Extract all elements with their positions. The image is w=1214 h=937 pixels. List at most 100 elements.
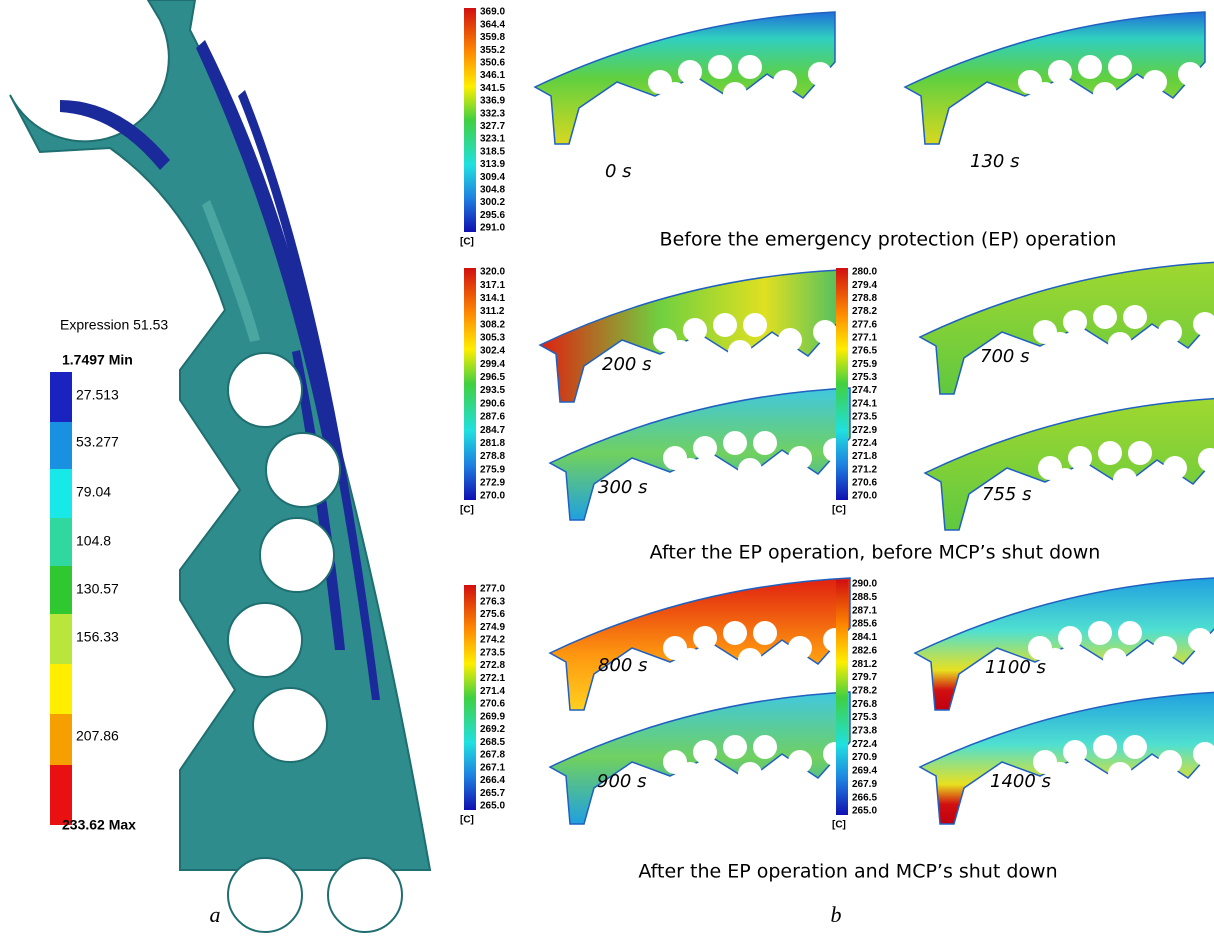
snapshot: 0 s — [533, 11, 836, 182]
channel — [693, 626, 717, 650]
colorbar-tick: 308.2 — [480, 319, 505, 330]
colorbar-tick: 276.3 — [480, 596, 505, 607]
colorbar-tick: 291.0 — [480, 223, 505, 234]
colorbar-tick: 266.5 — [852, 792, 877, 803]
channel — [1103, 648, 1127, 672]
colorbar-tick: 266.4 — [480, 775, 505, 786]
colorbar-tick: 271.4 — [480, 686, 505, 697]
legend-level: 207.86 — [76, 728, 119, 744]
channel — [723, 735, 747, 759]
colorbar-tick: 276.5 — [852, 346, 877, 357]
channel — [1128, 441, 1152, 465]
colorbar-tick: 270.6 — [852, 477, 877, 488]
colorbar-tick: 311.2 — [480, 306, 505, 317]
time-label: 300 s — [598, 477, 647, 498]
colorbar-tick: 285.6 — [852, 619, 877, 630]
channel — [1123, 305, 1147, 329]
panel-label: b — [831, 902, 842, 927]
colorbar-tick: 271.2 — [852, 464, 877, 475]
channel — [1163, 456, 1187, 480]
colorbar-unit: [C] — [832, 820, 846, 831]
channel — [1048, 332, 1072, 356]
snapshot: 800 s — [548, 577, 851, 711]
legend-level: 104.8 — [76, 533, 111, 549]
snapshot: 300 s — [548, 387, 851, 521]
channel — [678, 762, 702, 786]
panel-label: a — [210, 902, 221, 927]
caption: After the EP operation and MCP’s shut do… — [638, 861, 1057, 883]
colorbar-tick: 270.0 — [852, 491, 877, 502]
channel — [788, 636, 812, 660]
colorbar-tick: 295.6 — [480, 210, 505, 221]
channel — [1158, 320, 1182, 344]
channel — [753, 735, 777, 759]
snapshot: 700 s — [918, 261, 1214, 395]
colorbar-tick: 288.5 — [852, 592, 877, 603]
channel — [1108, 762, 1132, 786]
colorbar-tick: 274.9 — [480, 622, 505, 633]
channel — [753, 431, 777, 455]
channel — [708, 55, 732, 79]
channel — [1063, 310, 1087, 334]
colorbar-tick: 272.9 — [852, 425, 877, 436]
colorbar — [464, 8, 476, 232]
colorbar-tick: 270.6 — [480, 699, 505, 710]
channel — [743, 313, 767, 337]
channel — [1178, 62, 1202, 86]
colorbar-tick: 269.9 — [480, 711, 505, 722]
colorbar-tick: 272.1 — [480, 673, 505, 684]
colorbar-tick: 281.8 — [480, 438, 505, 449]
colorbar-tick: 287.1 — [852, 605, 877, 616]
caption: After the EP operation, before MCP’s shu… — [650, 542, 1101, 564]
colorbar-tick: 272.4 — [852, 739, 877, 750]
channel — [663, 82, 687, 106]
colorbar-unit: [C] — [460, 505, 474, 516]
legend-level: 53.277 — [76, 434, 119, 450]
colorbar-tick: 267.8 — [480, 750, 505, 761]
colorbar-tick: 277.6 — [852, 319, 877, 330]
colorbar-tick: 364.4 — [480, 19, 505, 30]
colorbar-tick: 275.9 — [480, 464, 505, 475]
colorbar-tick: 341.5 — [480, 83, 505, 94]
channel — [1093, 82, 1117, 106]
channel — [1153, 636, 1177, 660]
legend-level: 27.513 — [76, 387, 119, 403]
channel — [753, 621, 777, 645]
colorbar-tick: 275.6 — [480, 609, 505, 620]
colorbar-tick: 314.1 — [480, 293, 505, 304]
channel — [788, 750, 812, 774]
colorbar-tick: 278.8 — [852, 293, 877, 304]
channel — [738, 458, 762, 482]
colorbar-tick: 299.4 — [480, 359, 505, 370]
channel — [693, 436, 717, 460]
channel — [773, 70, 797, 94]
colorbar-tick: 269.2 — [480, 724, 505, 735]
channel — [1048, 762, 1072, 786]
channel — [1048, 60, 1072, 84]
channel — [808, 62, 832, 86]
channel — [678, 458, 702, 482]
channel — [1193, 312, 1214, 336]
colorbar-tick: 270.9 — [852, 752, 877, 763]
snapshot: 130 s — [903, 11, 1206, 172]
colorbar-tick: 317.1 — [480, 280, 505, 291]
legend-min: 1.7497 Min — [62, 352, 133, 368]
time-label: 800 s — [598, 655, 647, 676]
time-label: 1100 s — [985, 657, 1046, 678]
colorbar-tick: 272.4 — [852, 438, 877, 449]
colorbar-tick: 273.5 — [852, 412, 877, 423]
colorbar-tick: 323.1 — [480, 134, 505, 145]
channel — [1093, 305, 1117, 329]
colorbar-tick: 302.4 — [480, 346, 505, 357]
colorbar-tick: 280.0 — [852, 267, 877, 278]
colorbar-tick: 277.1 — [852, 333, 877, 344]
colorbar-tick: 355.2 — [480, 45, 505, 56]
colorbar-tick: 272.8 — [480, 660, 505, 671]
time-label: 200 s — [602, 354, 651, 375]
colorbar-tick: 275.3 — [852, 712, 877, 723]
colorbar-tick: 281.2 — [852, 659, 877, 670]
legend-level: 130.57 — [76, 581, 119, 597]
colorbar-tick: 275.9 — [852, 359, 877, 370]
